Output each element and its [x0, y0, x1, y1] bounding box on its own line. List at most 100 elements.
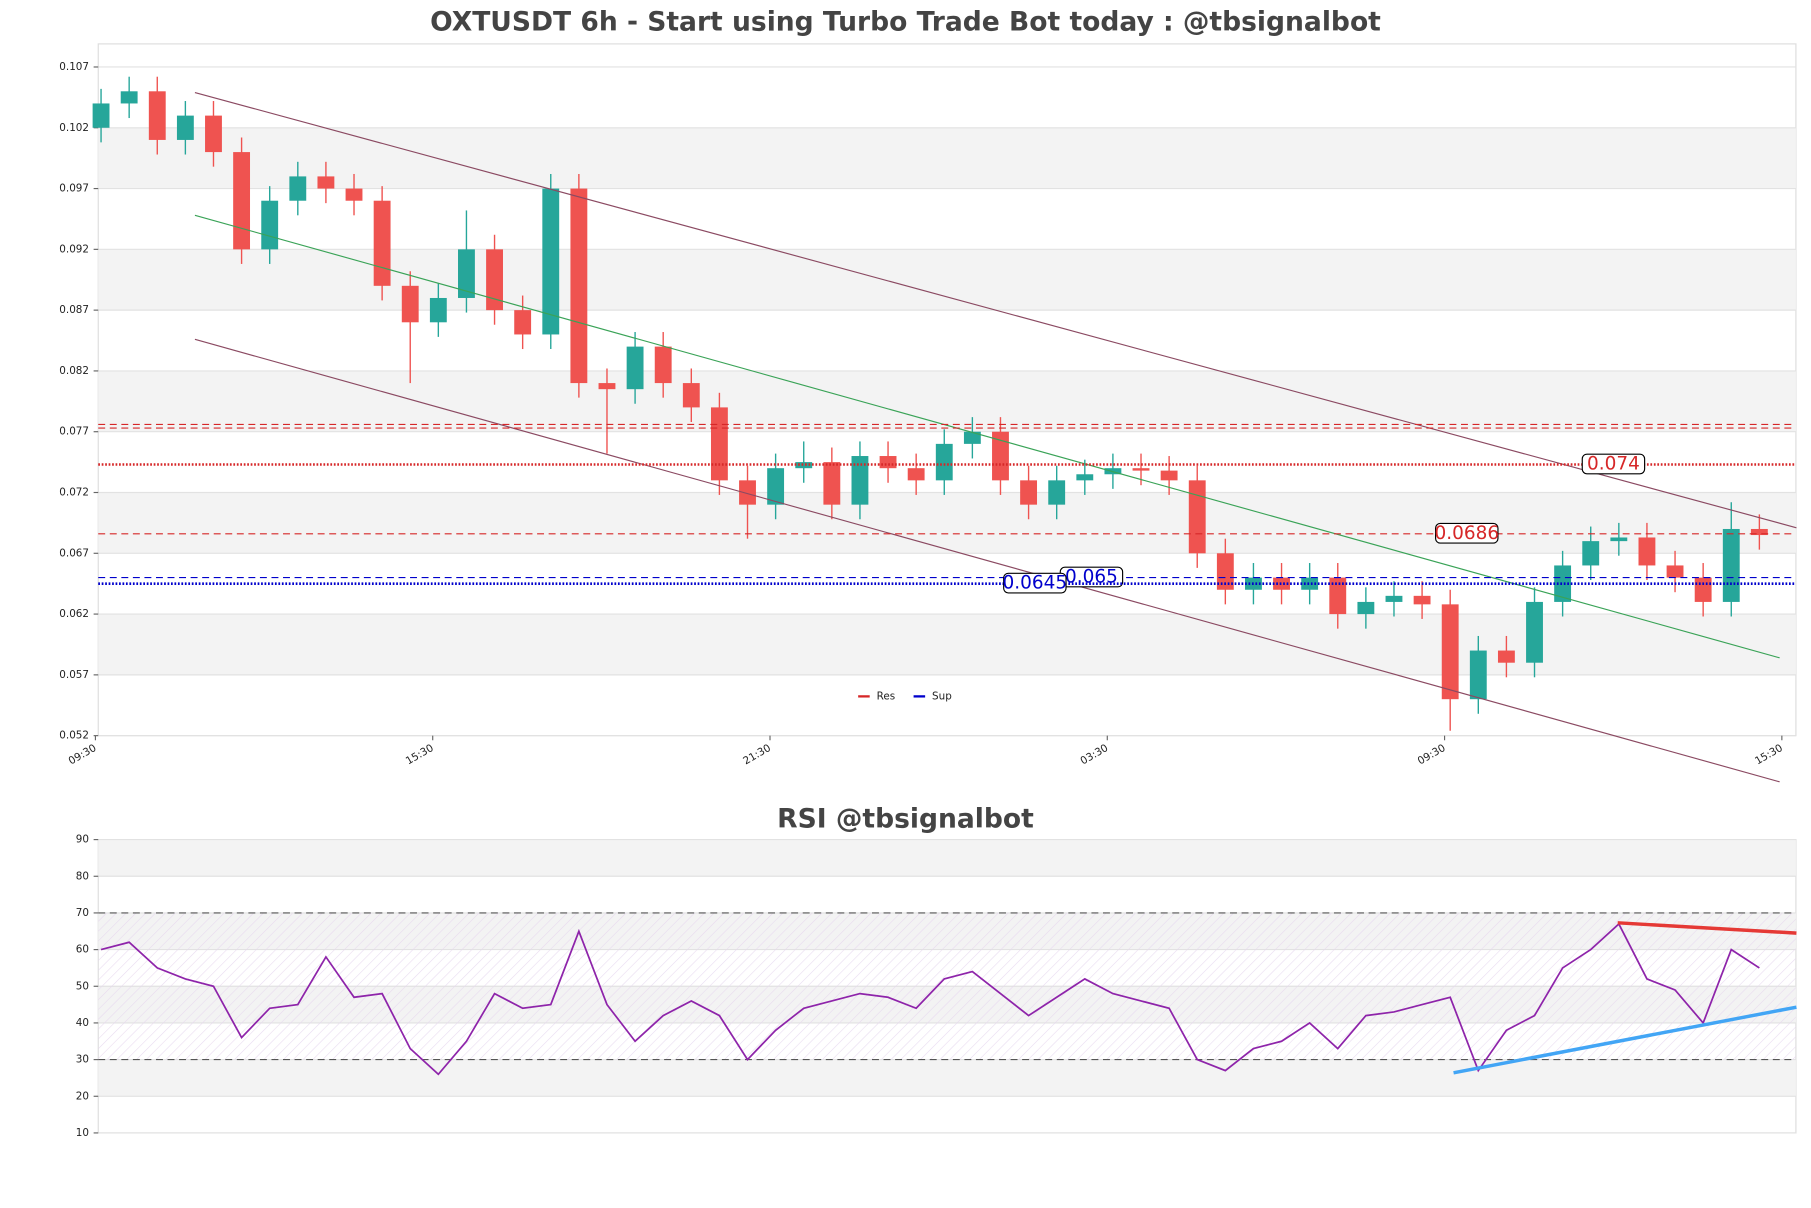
candle-body: [682, 383, 700, 408]
x-tick-label: 21:30: [741, 742, 773, 767]
y-tick-label: 0.107: [59, 61, 89, 73]
rsi-line: [100, 922, 1760, 1076]
y-tick-label: 0.072: [59, 487, 89, 499]
candle-body: [514, 310, 532, 335]
candle-body: [1750, 528, 1768, 536]
y-tick-label: 0.092: [59, 243, 89, 255]
x-tick-label: 09:30: [1416, 742, 1448, 767]
candle-body: [1526, 601, 1543, 663]
y-tick-label: 0.097: [59, 183, 89, 195]
channel-line: [194, 91, 1797, 529]
legend-label: Res: [877, 690, 896, 702]
grid-band: [98, 1059, 1796, 1097]
candle-body: [1469, 650, 1487, 700]
candle-body: [1329, 577, 1347, 615]
candle-body: [907, 468, 925, 481]
candle-body: [767, 468, 785, 505]
candle-body: [458, 249, 475, 298]
y-tick-label: 80: [76, 870, 89, 882]
candle-body: [851, 456, 869, 505]
candle-body: [739, 480, 756, 505]
y-tick-label: 70: [76, 907, 89, 919]
y-tick-label: 0.052: [59, 730, 89, 742]
candle-body: [289, 176, 307, 201]
level-label-box: [1003, 572, 1067, 594]
candle-body: [317, 176, 335, 189]
x-tick-label: 15:30: [404, 742, 436, 767]
grid-band: [98, 614, 1796, 675]
candle-body: [1301, 577, 1319, 590]
legend-label: Sup: [932, 690, 952, 702]
candle-body: [1666, 565, 1684, 578]
candle-body: [1441, 604, 1459, 700]
candle-body: [795, 462, 813, 469]
candle-body: [1160, 470, 1178, 481]
candle-body: [963, 431, 981, 444]
level-label: 0.065: [1065, 567, 1118, 588]
y-tick-label: 0.067: [59, 547, 89, 559]
candle-body: [992, 431, 1009, 481]
candle-body: [1722, 528, 1740, 602]
candle-body: [1638, 537, 1656, 566]
candle-body: [1273, 577, 1290, 590]
candle-body: [1357, 601, 1375, 615]
candle-body: [1554, 565, 1572, 602]
candle-body: [1076, 474, 1094, 481]
grid-band: [98, 127, 1796, 189]
grid-band: [98, 249, 1796, 311]
candle-body: [1188, 480, 1206, 554]
grid-band: [98, 492, 1796, 554]
candle-body: [1216, 553, 1234, 590]
candle-body: [176, 115, 194, 140]
candle-body: [626, 346, 644, 390]
candle-body: [1582, 541, 1600, 566]
candle-body: [1132, 468, 1150, 471]
candle-body: [345, 188, 363, 201]
candle-body: [401, 285, 419, 323]
candle-body: [654, 346, 672, 384]
grid-band: [98, 839, 1796, 877]
candle-body: [486, 249, 503, 311]
y-tick-label: 60: [76, 944, 89, 956]
y-tick-label: 0.057: [59, 669, 89, 681]
candle-body: [92, 103, 110, 128]
level-label: 0.0645: [1003, 573, 1068, 594]
candle-body: [205, 115, 222, 153]
candle-body: [1020, 480, 1038, 505]
level-label: 0.0686: [1434, 523, 1499, 544]
trend-line: [1453, 1005, 1797, 1075]
candle-body: [120, 91, 138, 104]
y-tick-label: 40: [76, 1017, 89, 1029]
grid-band: [98, 370, 1796, 432]
x-tick-label: 09:30: [67, 742, 99, 767]
y-tick-label: 20: [76, 1090, 89, 1102]
candle-body: [429, 297, 447, 323]
candle-body: [1610, 537, 1628, 542]
candle-body: [1048, 480, 1066, 505]
level-label: 0.074: [1587, 454, 1640, 475]
x-tick-label: 15:30: [1753, 742, 1785, 767]
y-tick-label: 50: [76, 980, 89, 992]
candle-body: [261, 200, 279, 250]
y-tick-label: 0.077: [59, 426, 89, 438]
rsi-band: [98, 912, 1796, 1060]
candle-body: [233, 152, 251, 250]
level-label-box: [1435, 522, 1499, 544]
x-tick-label: 03:30: [1078, 742, 1110, 767]
y-tick-label: 90: [76, 834, 89, 846]
candle-body: [823, 462, 841, 505]
candle-body: [598, 383, 616, 390]
y-tick-label: 10: [76, 1127, 89, 1139]
candle-body: [1385, 595, 1403, 602]
candle-body: [1413, 595, 1431, 605]
candle-body: [710, 407, 728, 481]
candle-body: [879, 456, 897, 469]
candle-body: [373, 200, 391, 286]
y-tick-label: 0.062: [59, 608, 89, 620]
trend-line: [1617, 921, 1797, 935]
candle-body: [935, 443, 953, 481]
channel-line: [194, 338, 1780, 783]
level-label-box: [1581, 453, 1646, 475]
y-tick-label: 30: [76, 1054, 89, 1066]
